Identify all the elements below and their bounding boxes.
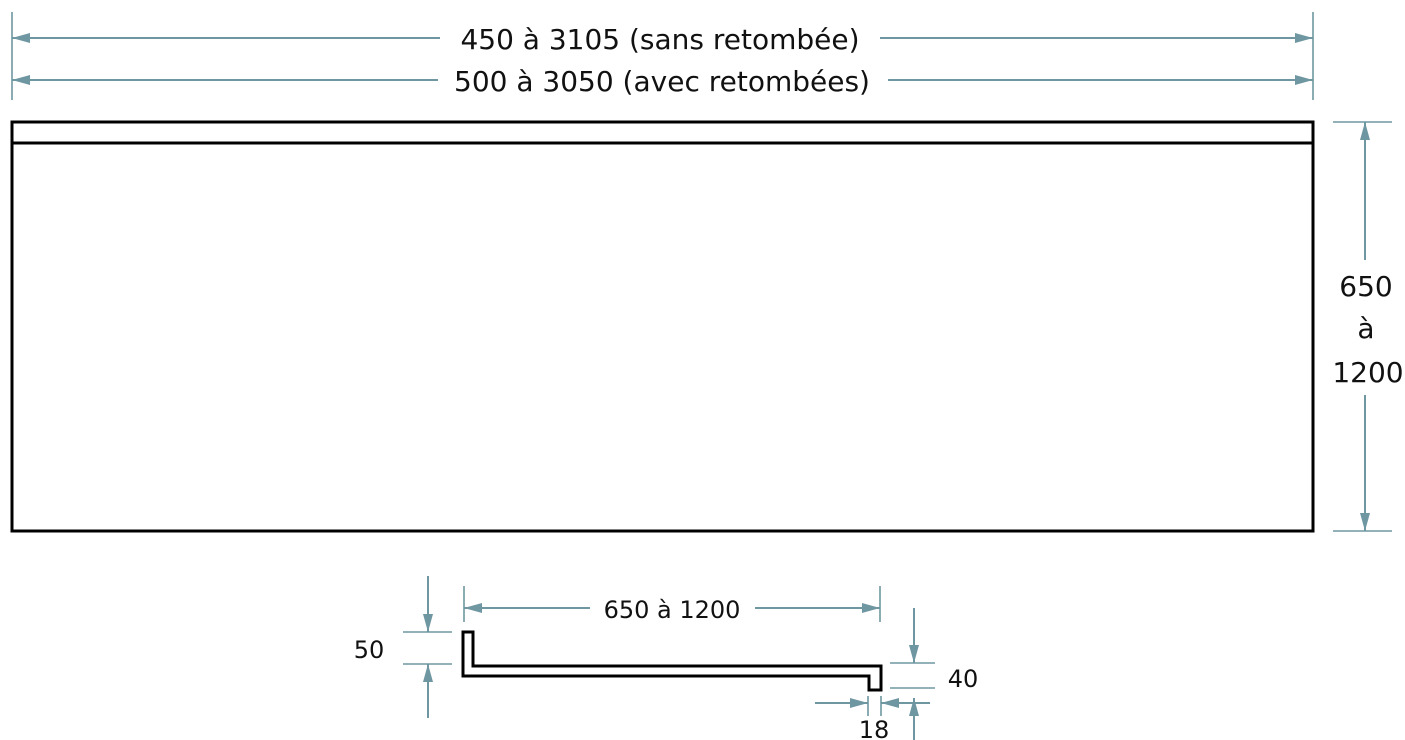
height-dimension: 650 à 1200 xyxy=(1332,121,1404,532)
width-with-skirts-label: 500 à 3050 (avec retombées) xyxy=(454,65,870,98)
profile-drop-dimension: 40 xyxy=(890,608,978,740)
height-label-line1: 650 xyxy=(1339,270,1392,303)
profile-section xyxy=(461,630,883,692)
height-label-line2: à xyxy=(1357,312,1374,345)
profile-depth-dimension: 650 à 1200 xyxy=(463,586,881,624)
width-dimensions: 450 à 3105 (sans retombée) 500 à 3050 (a… xyxy=(11,12,1314,100)
profile-rise-dimension: 50 xyxy=(354,576,452,718)
width-without-skirt-label: 450 à 3105 (sans retombée) xyxy=(460,23,859,56)
profile-thickness-dimension: 18 xyxy=(815,696,930,740)
profile-thickness-label: 18 xyxy=(859,716,890,740)
height-label-line3: 1200 xyxy=(1332,356,1403,389)
profile-depth-label: 650 à 1200 xyxy=(604,596,741,624)
profile-drop-label: 40 xyxy=(948,665,979,693)
front-panel xyxy=(10,120,1315,533)
profile-rise-label: 50 xyxy=(354,636,385,664)
profile-outline xyxy=(461,630,883,692)
panel-outline xyxy=(10,120,1315,533)
